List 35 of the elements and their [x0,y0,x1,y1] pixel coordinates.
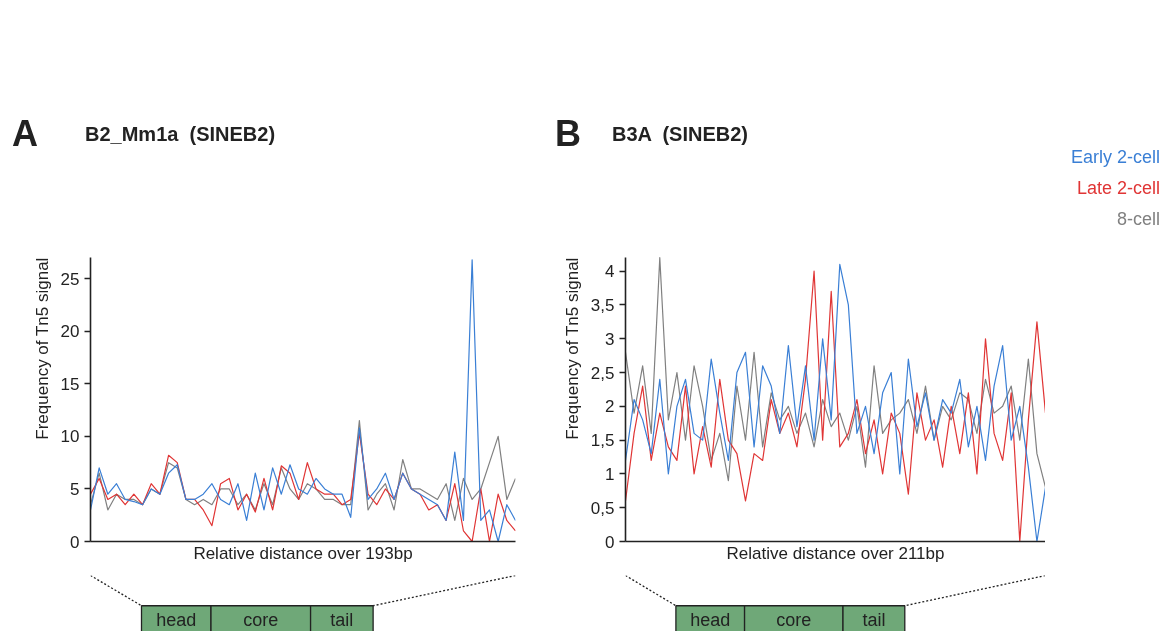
y-tick-label: 1,5 [590,431,615,451]
text: head [690,610,731,631]
y-axis-title: Frequency of Tn5 signal [32,257,52,440]
text: B [555,112,581,156]
y-tick-label: 20 [60,322,80,342]
text: Late 2-cell [1076,177,1160,200]
y-tick-label: 5 [70,479,80,499]
chart-title: B3A (SINEB2) [612,122,748,147]
text: head [156,610,197,631]
y-axis-title: Frequency of Tn5 signal [562,257,582,440]
line-series [90,420,516,522]
y-tick-label: 0 [605,532,615,552]
x-axis-title: Relative distance over 193bp [193,543,413,563]
y-tick-label: 15 [60,374,80,394]
y-tick-label: 1 [605,464,615,484]
line-series [90,259,516,542]
text: A [12,112,38,156]
text: core [776,610,812,631]
y-tick-label: 4 [605,262,615,282]
y-tick-label: 2,5 [590,363,615,383]
text: Early 2-cell [1070,146,1160,169]
text: tail [862,610,886,631]
text: core [243,610,279,631]
x-axis-title: Relative distance over 211bp [726,543,945,563]
chart-title: B2_Mm1a (SINEB2) [85,122,276,147]
y-tick-label: 3 [605,329,615,349]
y-tick-label: 0,5 [590,498,615,518]
y-tick-label: 3,5 [590,295,615,315]
text: 8-cell [1116,208,1160,231]
line-series [625,257,1045,489]
y-tick-label: 0 [70,532,80,552]
y-tick-label: 25 [60,269,80,289]
text: tail [330,610,354,631]
y-tick-label: 10 [60,427,80,447]
y-tick-label: 2 [605,397,615,417]
